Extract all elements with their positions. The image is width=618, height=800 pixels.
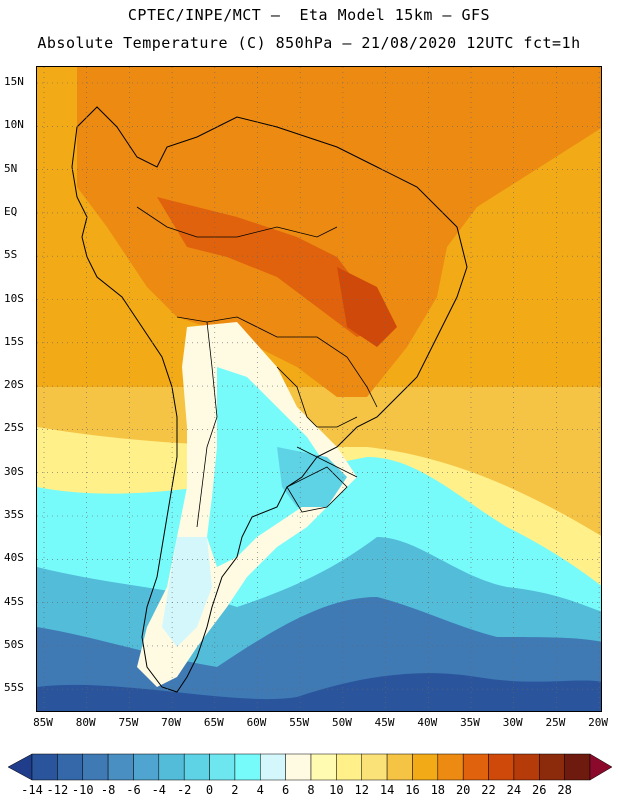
colorbar bbox=[7, 753, 613, 781]
colorbar-swatch bbox=[462, 753, 489, 781]
coastline bbox=[71, 106, 468, 693]
colorbar-tick-label: -6 bbox=[126, 783, 141, 797]
lat-label: 40S bbox=[4, 551, 24, 565]
colorbar-swatch bbox=[564, 753, 591, 781]
colorbar-swatch bbox=[386, 753, 413, 781]
colorbar-tick-label: 24 bbox=[506, 783, 522, 797]
lat-label: EQ bbox=[4, 204, 18, 218]
colorbar-swatch bbox=[336, 753, 362, 781]
lat-label: 45S bbox=[4, 594, 24, 608]
lon-label: 80W bbox=[75, 716, 96, 729]
colorbar-swatch bbox=[437, 753, 464, 781]
lat-label: 5S bbox=[4, 248, 18, 262]
lon-label: 35W bbox=[460, 716, 480, 729]
lon-label: 75W bbox=[118, 716, 139, 729]
colorbar-swatch bbox=[133, 753, 160, 781]
lon-label: 45W bbox=[374, 716, 395, 729]
lat-label: 50S bbox=[4, 637, 24, 651]
colorbar-tick-label: -14 bbox=[21, 783, 43, 797]
lat-label: 15S bbox=[4, 334, 24, 348]
colorbar-swatch bbox=[82, 753, 109, 781]
colorbar-swatch bbox=[209, 753, 236, 781]
colorbar-tick-label: 14 bbox=[379, 783, 395, 797]
lon-label: 25W bbox=[545, 716, 566, 729]
colorbar-swatch bbox=[310, 753, 337, 781]
colorbar-tick-label: -2 bbox=[176, 783, 192, 797]
lon-label: 55W bbox=[289, 716, 310, 729]
colorbar-tick-label: 20 bbox=[455, 783, 471, 797]
colorbar-swatch bbox=[361, 753, 388, 781]
colorbar-tick-label: 16 bbox=[405, 783, 420, 797]
uruguay-border bbox=[286, 466, 348, 513]
map-title: CPTEC/INPE/MCT – Eta Model 15km – GFS bbox=[127, 6, 491, 24]
lat-label: 35S bbox=[4, 508, 24, 521]
colorbar-tick-label: 18 bbox=[430, 783, 446, 797]
lat-label: 5N bbox=[4, 161, 18, 175]
lat-label: 10N bbox=[4, 118, 24, 132]
colorbar-low-arrow bbox=[7, 753, 33, 781]
border-line bbox=[296, 446, 358, 478]
colorbar-swatch bbox=[412, 753, 439, 781]
coldest-air-mass bbox=[277, 447, 347, 507]
colorbar-tick-label: 4 bbox=[256, 783, 264, 797]
colorbar-tick-label: 8 bbox=[307, 783, 315, 797]
lat-label: 15N bbox=[4, 75, 24, 88]
map-subtitle: Absolute Temperature (C) 850hPa – 21/08/… bbox=[37, 34, 581, 52]
colorbar-swatch bbox=[513, 753, 540, 781]
colorbar-tick-label: 26 bbox=[532, 783, 547, 797]
colorbar-tick-label: 6 bbox=[282, 783, 290, 797]
colorbar-tick-label: -12 bbox=[46, 783, 69, 797]
lat-label: 30S bbox=[4, 464, 24, 478]
border-line bbox=[176, 316, 378, 408]
colorbar-tick-label: 28 bbox=[557, 783, 572, 797]
border-line bbox=[276, 366, 358, 428]
warm-interior bbox=[77, 67, 601, 397]
colorbar-swatch bbox=[260, 753, 286, 781]
colorbar-swatch bbox=[539, 753, 565, 781]
colorbar-high-arrow bbox=[589, 753, 613, 781]
lon-label: 50W bbox=[331, 716, 352, 729]
colorbar-swatch bbox=[488, 753, 515, 781]
patagonia-pale bbox=[162, 537, 212, 647]
border-line bbox=[136, 206, 338, 238]
colorbar-swatch bbox=[285, 753, 312, 781]
colorbar-tick-label: 2 bbox=[231, 783, 239, 797]
temperature-map bbox=[36, 66, 602, 712]
colorbar-tick-label: 22 bbox=[481, 783, 496, 797]
colorbar-tick-label: 12 bbox=[354, 783, 369, 797]
lon-label: 30W bbox=[502, 716, 523, 729]
colorbar-swatch bbox=[31, 753, 58, 781]
colorbar-swatch bbox=[57, 753, 83, 781]
lat-label: 10S bbox=[4, 291, 24, 305]
lon-label: 65W bbox=[203, 716, 224, 729]
lon-label: 20W bbox=[588, 716, 609, 729]
colorbar-tick-label: -4 bbox=[151, 783, 167, 797]
colorbar-swatch bbox=[107, 753, 134, 781]
lat-label: 20S bbox=[4, 378, 24, 392]
border-line bbox=[196, 321, 218, 528]
lon-label: 70W bbox=[161, 716, 182, 729]
hottest-core bbox=[337, 267, 397, 347]
lon-label: 40W bbox=[417, 716, 438, 729]
colorbar-swatch bbox=[158, 753, 185, 781]
colorbar-swatch bbox=[183, 753, 210, 781]
colorbar-swatch bbox=[234, 753, 261, 781]
map-canvas bbox=[37, 67, 601, 711]
colorbar-tick-label: 0 bbox=[205, 783, 214, 797]
lat-label: 25S bbox=[4, 421, 24, 435]
lon-label: 60W bbox=[246, 716, 267, 729]
lat-label: 55S bbox=[4, 681, 24, 695]
lon-label: 85W bbox=[33, 716, 53, 729]
colorbar-tick-label: 10 bbox=[329, 783, 344, 797]
cold-air-mass bbox=[207, 367, 327, 567]
coldest-band bbox=[37, 673, 601, 711]
colorbar-tick-label: -10 bbox=[71, 783, 94, 797]
colorbar-tick-label: -8 bbox=[100, 783, 116, 797]
